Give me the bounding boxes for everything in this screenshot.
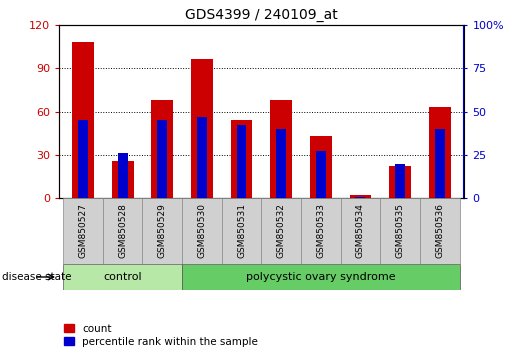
Bar <box>429 107 451 198</box>
Bar <box>103 198 143 264</box>
Bar <box>301 198 340 264</box>
Bar <box>276 129 286 198</box>
Bar <box>261 198 301 264</box>
Bar <box>182 264 459 290</box>
Bar <box>355 196 366 198</box>
Text: GSM850535: GSM850535 <box>396 204 405 258</box>
Bar <box>112 161 133 198</box>
Text: GSM850527: GSM850527 <box>78 204 88 258</box>
Text: GSM850530: GSM850530 <box>197 204 207 258</box>
Bar <box>270 100 292 198</box>
Bar <box>340 198 380 264</box>
Bar <box>380 198 420 264</box>
Bar <box>395 164 405 198</box>
Text: GSM850534: GSM850534 <box>356 204 365 258</box>
Text: polycystic ovary syndrome: polycystic ovary syndrome <box>246 272 396 282</box>
Text: GSM850536: GSM850536 <box>435 204 444 258</box>
Text: GSM850531: GSM850531 <box>237 204 246 258</box>
Bar <box>63 198 103 264</box>
Bar <box>420 198 459 264</box>
Text: GSM850533: GSM850533 <box>316 204 325 258</box>
Bar <box>182 198 222 264</box>
Bar <box>310 136 332 198</box>
Text: disease state: disease state <box>2 272 71 282</box>
Bar <box>118 153 128 198</box>
Bar <box>236 125 247 198</box>
Bar <box>157 120 167 198</box>
Bar <box>231 120 252 198</box>
Bar <box>222 198 261 264</box>
Bar <box>72 42 94 198</box>
Bar <box>350 195 371 198</box>
Bar <box>191 59 213 198</box>
Title: GDS4399 / 240109_at: GDS4399 / 240109_at <box>185 8 338 22</box>
Bar <box>143 198 182 264</box>
Bar <box>151 100 173 198</box>
Bar <box>389 166 411 198</box>
Text: control: control <box>104 272 142 282</box>
Bar <box>316 152 326 198</box>
Legend: count, percentile rank within the sample: count, percentile rank within the sample <box>64 324 258 347</box>
Bar <box>435 129 444 198</box>
Bar <box>63 264 182 290</box>
Bar <box>78 120 88 198</box>
Text: GSM850532: GSM850532 <box>277 204 286 258</box>
Text: GSM850529: GSM850529 <box>158 204 167 258</box>
Text: GSM850528: GSM850528 <box>118 204 127 258</box>
Bar <box>197 117 207 198</box>
